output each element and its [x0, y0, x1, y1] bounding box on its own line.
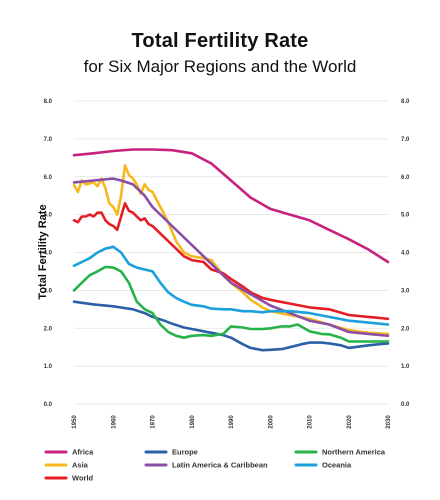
legend-item-northern-america: Northern America: [294, 448, 386, 457]
y-tick-label-right: 7.0: [401, 137, 410, 143]
y-tick-label: 0.0: [44, 402, 53, 408]
y-tick-label: 2.0: [44, 326, 53, 332]
series-line-asia: [72, 164, 390, 336]
legend-label: World: [72, 474, 94, 483]
series-line-northern-america: [72, 265, 390, 343]
chart-title: Total Fertility Rate: [131, 30, 309, 52]
x-tick-label: 1980: [190, 415, 196, 429]
y-tick-label: 8.0: [44, 99, 53, 105]
series-line-africa: [72, 148, 390, 264]
y-tick-label-right: 4.0: [401, 251, 410, 257]
y-tick-label: 1.0: [44, 364, 53, 370]
y-tick-label: 7.0: [44, 137, 53, 143]
legend-label: Northern America: [322, 448, 386, 457]
y-axis-left: 0.0 1.0 2.0 3.0 4.0 5.0 6.0 7.0 8.0: [44, 99, 53, 408]
x-tick-label: 2030: [386, 415, 392, 429]
x-tick-label: 1990: [229, 415, 235, 429]
x-tick-label: 2010: [308, 415, 314, 429]
x-tick-label: 1970: [151, 415, 157, 429]
legend-label: Africa: [72, 448, 94, 457]
y-axis-right: 0.0 1.0 2.0 3.0 4.0 5.0 6.0 7.0 8.0: [401, 99, 410, 408]
y-tick-label-right: 2.0: [401, 326, 410, 332]
y-tick-label-right: 8.0: [401, 99, 410, 105]
legend-label: Latin America & Caribbean: [172, 461, 268, 470]
y-tick-label-right: 5.0: [401, 213, 410, 219]
legend-item-world: World: [44, 474, 94, 483]
y-axis-title: Total Fertility Rate: [37, 204, 49, 299]
legend-item-oceania: Oceania: [294, 461, 352, 470]
legend-item-latin-america-caribbean: Latin America & Caribbean: [144, 461, 268, 470]
y-tick-label-right: 0.0: [401, 402, 410, 408]
y-tick-label: 4.0: [44, 251, 53, 257]
series-line-oceania: [72, 245, 390, 326]
legend: Africa Asia World Europe Latin America & Car…: [44, 448, 386, 483]
x-tick-label: 1950: [72, 415, 78, 429]
x-axis: 1950 1960 1970 1980 1990 2000 2010 2020 2030: [72, 415, 392, 429]
legend-label: Europe: [172, 448, 198, 457]
y-tick-label-right: 6.0: [401, 175, 410, 181]
chart-subtitle: for Six Major Regions and the World: [83, 57, 357, 76]
series-line-latin-america-caribbean: [72, 177, 390, 338]
y-tick-label: 5.0: [44, 213, 53, 219]
y-tick-label: 6.0: [44, 175, 53, 181]
x-tick-label: 1960: [111, 415, 117, 429]
legend-label: Asia: [72, 461, 89, 470]
legend-item-asia: Asia: [44, 461, 89, 470]
y-tick-label: 3.0: [44, 288, 53, 294]
y-tick-label-right: 3.0: [401, 288, 410, 294]
x-tick-label: 2020: [347, 415, 353, 429]
y-tick-label-right: 1.0: [401, 364, 410, 370]
legend-item-europe: Europe: [144, 448, 198, 457]
series-line-europe: [72, 300, 390, 352]
series-line-world: [72, 202, 390, 321]
x-tick-label: 2000: [268, 415, 274, 429]
legend-item-africa: Africa: [44, 448, 94, 457]
series-lines: [72, 148, 390, 352]
legend-label: Oceania: [322, 461, 352, 470]
